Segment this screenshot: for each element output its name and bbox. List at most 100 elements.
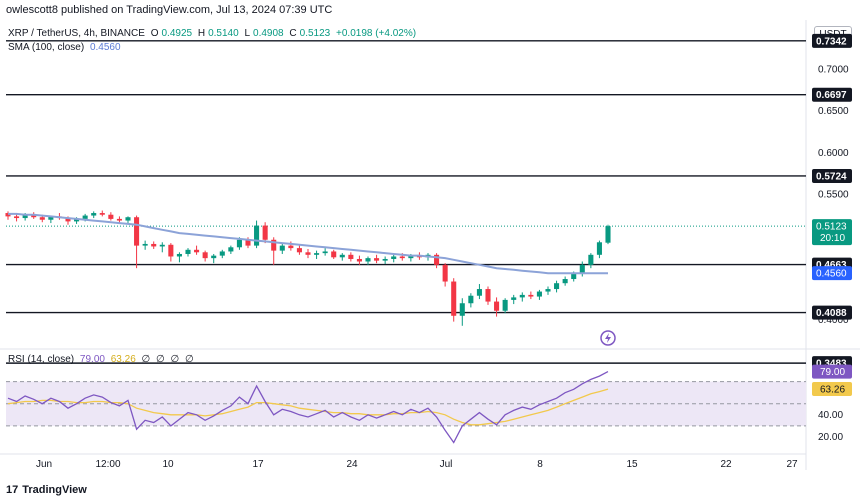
price-tag [812,266,852,281]
level-label: 0.7342 [816,36,847,47]
candle-body [176,253,182,257]
candle-body [296,248,302,253]
candle-body [168,244,174,257]
candle-body [254,225,260,246]
candle-body [245,239,251,246]
candle-body [519,294,525,298]
candle-body [14,216,20,219]
bolt-glyph-icon [605,333,611,343]
low-value: 0.4908 [253,28,284,39]
candle-body [305,252,311,255]
candle-body [468,295,474,304]
level-label: 0.4088 [816,308,847,319]
candle-body [48,216,54,220]
y-tick-label: 0.6000 [818,148,849,159]
rsi-ma-line [7,388,609,426]
x-tick-label: 8 [537,459,543,470]
level-tag [812,33,852,48]
candle-body [322,251,328,254]
level-tag [812,87,852,102]
candle-body [314,253,320,255]
candle-body [116,218,122,221]
candle-body [108,214,114,219]
level-label: 0.5724 [816,171,847,182]
candle-body [391,256,397,259]
candle-body [571,274,577,280]
candle-body [331,251,337,258]
rsi-ma-value: 63.26 [110,354,136,365]
candle-body [511,297,517,300]
candle-body [459,303,465,316]
open-label: O [150,28,159,39]
rsi-legend: RSI (14, close) 79.00 63.26 ∅ ∅ ∅ ∅ [8,354,197,365]
y-tick-label: 0.7000 [818,64,849,75]
candle-body [588,254,594,265]
sma-value: 0.4560 [89,42,121,53]
candle-body [219,251,225,256]
candle-body [279,245,285,251]
rsi-value-tag-label: 79.00 [820,367,845,378]
sma-line [8,212,608,275]
x-tick-label: 15 [626,459,638,470]
candle-body [374,258,380,261]
x-tick-label: Jul [440,459,453,470]
x-tick-label: 24 [346,459,358,470]
publisher-line: owlescott8 published on TradingView.com,… [6,4,333,16]
candle-body [211,255,217,259]
candle-body [596,242,602,255]
candle-body [194,249,200,253]
y-tick-label: 0.4000 [818,315,849,326]
change-value: +0.0198 (+4.02%) [336,28,417,39]
price-tag [812,219,852,246]
rsi-ma-value-tag [812,382,852,397]
candle-body [562,279,568,284]
tradingview-logo: 17 TradingView [6,484,87,496]
sma-title[interactable]: SMA (100, close) [8,42,85,53]
brand-name: TradingView [22,484,87,496]
candle-body [494,301,500,311]
candle-body [125,217,131,221]
candle-body [262,225,268,240]
high-value: 0.5140 [208,28,239,39]
candle-body [82,215,88,219]
rsi-ma-value-tag-label: 63.26 [820,385,845,396]
rsi-extra-3: ∅ [170,354,180,365]
tradingview-mark-icon: 17 [6,484,19,496]
rsi-title[interactable]: RSI (14, close) [8,354,75,365]
candle-body [288,245,294,249]
symbol-title[interactable]: XRP / TetherUS, 4h, BINANCE [8,28,145,39]
candle-body [202,252,208,259]
y-tick-label: 0.5500 [818,190,849,201]
rsi-extra-2: ∅ [156,354,165,365]
candle-body [159,244,165,247]
candle-body [365,258,371,262]
candle-body [554,283,560,290]
rsi-value: 79.00 [79,354,105,365]
candle-body [408,255,414,259]
candle-body [91,213,97,216]
level-label: 0.4663 [816,260,847,271]
rsi-line [7,371,609,444]
candle-body [579,264,585,275]
candle-body [228,247,234,252]
level-label: 0.3483 [816,359,847,370]
candle-body [536,291,542,297]
x-tick-label: 12:00 [95,459,120,470]
level-tag [812,168,852,183]
rsi-value-tag [812,364,852,379]
candle-body [502,299,508,311]
candle-body [339,254,345,258]
close-value: 0.5123 [299,28,331,39]
candle-body [134,217,140,246]
candle-body [485,289,491,302]
candle-body [528,294,534,297]
low-label: L [244,28,251,39]
y-tick-label: 0.6500 [818,106,849,117]
price-tag-label: 0.5123 [816,222,847,233]
candle-body [356,258,362,262]
rsi-extra-1: ∅ [141,354,151,365]
candle-body [399,256,405,259]
candle-body [65,218,71,222]
candle-body [605,226,611,243]
